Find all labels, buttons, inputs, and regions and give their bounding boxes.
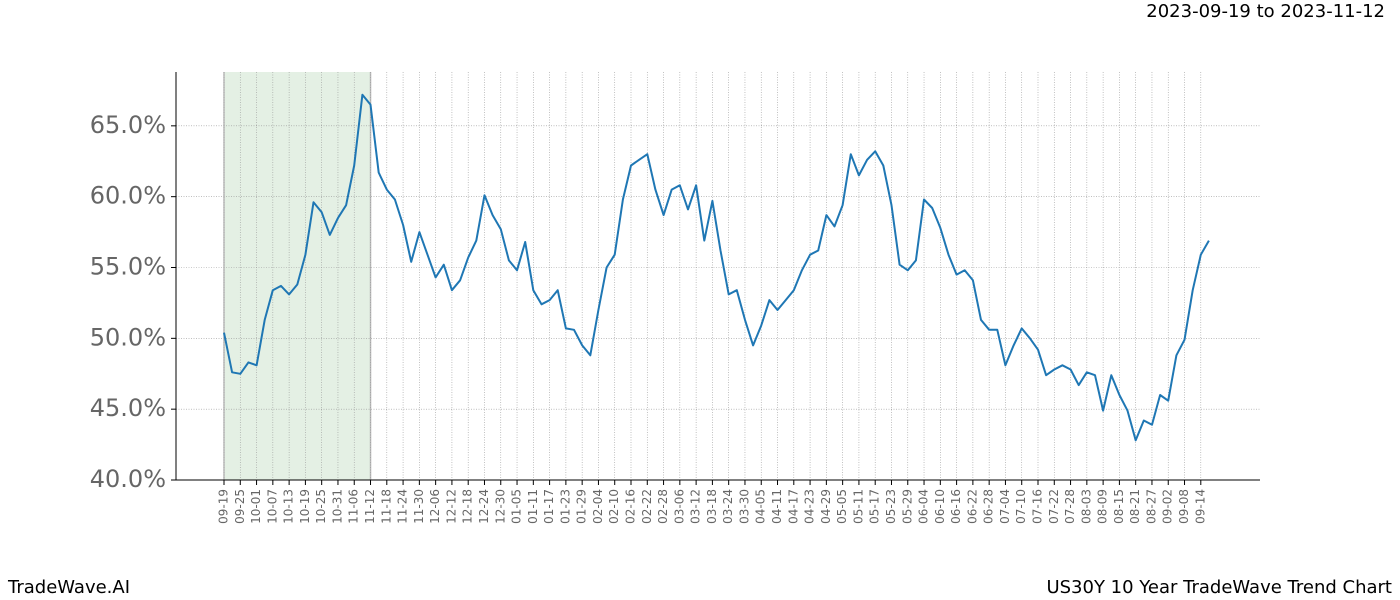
x-tick-label: 02-28 (656, 489, 670, 524)
x-tick-label: 08-21 (1128, 489, 1142, 524)
x-tick-label: 07-22 (1047, 489, 1061, 524)
x-tick-label: 05-05 (835, 489, 849, 524)
x-tick-label: 08-09 (1096, 489, 1110, 524)
x-tick-label: 01-23 (558, 489, 572, 524)
x-tick-label: 02-04 (591, 489, 605, 524)
x-tick-label: 09-14 (1193, 489, 1207, 524)
x-tick-label: 01-29 (575, 489, 589, 524)
y-tick-label: 50.0% (90, 323, 166, 351)
x-tick-label: 09-08 (1177, 489, 1191, 524)
x-tick-label: 04-17 (786, 489, 800, 524)
x-tick-label: 06-28 (982, 489, 996, 524)
x-tick-label: 02-22 (640, 489, 654, 524)
x-tick-label: 06-16 (949, 489, 963, 524)
x-tick-label: 11-18 (379, 489, 393, 524)
x-tick-label: 05-11 (851, 489, 865, 524)
x-tick-label: 12-06 (428, 489, 442, 524)
x-tick-label: 09-02 (1161, 489, 1175, 524)
x-tick-label: 10-13 (282, 489, 296, 524)
chart-title: 2023-09-19 to 2023-11-12 (1146, 1, 1385, 22)
x-tick-label: 11-30 (412, 489, 426, 524)
x-tick-label: 03-18 (705, 489, 719, 524)
x-tick-label: 11-06 (347, 489, 361, 524)
x-tick-label: 04-23 (803, 489, 817, 524)
y-tick-label: 60.0% (90, 182, 166, 210)
x-tick-label: 06-10 (933, 489, 947, 524)
x-tick-label: 04-11 (770, 489, 784, 524)
x-tick-label: 07-28 (1063, 489, 1077, 524)
x-tick-label: 01-11 (526, 489, 540, 524)
x-tick-label: 02-10 (607, 489, 621, 524)
x-tick-label: 06-22 (965, 489, 979, 524)
x-tick-label: 10-07 (265, 489, 279, 524)
x-tick-label: 05-23 (884, 489, 898, 524)
footer-left: TradeWave.AI (7, 577, 130, 598)
x-tick-label: 04-29 (819, 489, 833, 524)
x-tick-label: 03-30 (737, 489, 751, 524)
x-tick-label: 08-27 (1144, 489, 1158, 524)
x-tick-label: 09-19 (217, 489, 231, 524)
x-tick-label: 07-16 (1031, 489, 1045, 524)
x-tick-label: 04-05 (754, 489, 768, 524)
x-tick-label: 03-06 (672, 489, 686, 524)
y-tick-label: 65.0% (90, 111, 166, 139)
y-tick-label: 45.0% (90, 394, 166, 422)
x-tick-label: 03-12 (689, 489, 703, 524)
x-tick-label: 03-24 (721, 489, 735, 524)
y-tick-label: 40.0% (90, 465, 166, 493)
x-tick-label: 01-05 (510, 489, 524, 524)
x-tick-label: 10-25 (314, 489, 328, 524)
footer-right: US30Y 10 Year TradeWave Trend Chart (1046, 577, 1392, 598)
x-tick-label: 05-17 (868, 489, 882, 524)
x-tick-label: 12-12 (444, 489, 458, 524)
x-tick-label: 10-19 (298, 489, 312, 524)
x-tick-label: 01-17 (542, 489, 556, 524)
y-tick-label: 55.0% (90, 253, 166, 281)
x-tick-label: 10-01 (249, 489, 263, 524)
x-tick-label: 10-31 (330, 489, 344, 524)
x-tick-label: 12-24 (477, 489, 491, 524)
x-tick-label: 09-25 (233, 489, 247, 524)
x-tick-label: 06-04 (917, 489, 931, 524)
x-tick-label: 02-16 (624, 489, 638, 524)
x-tick-label: 12-18 (461, 489, 475, 524)
x-tick-label: 12-30 (493, 489, 507, 524)
x-tick-label: 07-04 (998, 489, 1012, 524)
x-tick-label: 11-24 (396, 489, 410, 524)
x-tick-label: 08-15 (1112, 489, 1126, 524)
highlight-span (224, 72, 371, 480)
x-tick-label: 07-10 (1014, 489, 1028, 524)
trend-line (223, 93, 1210, 442)
x-tick-label: 11-12 (363, 489, 377, 524)
x-tick-label: 05-29 (900, 489, 914, 524)
x-tick-label: 08-03 (1079, 489, 1093, 524)
